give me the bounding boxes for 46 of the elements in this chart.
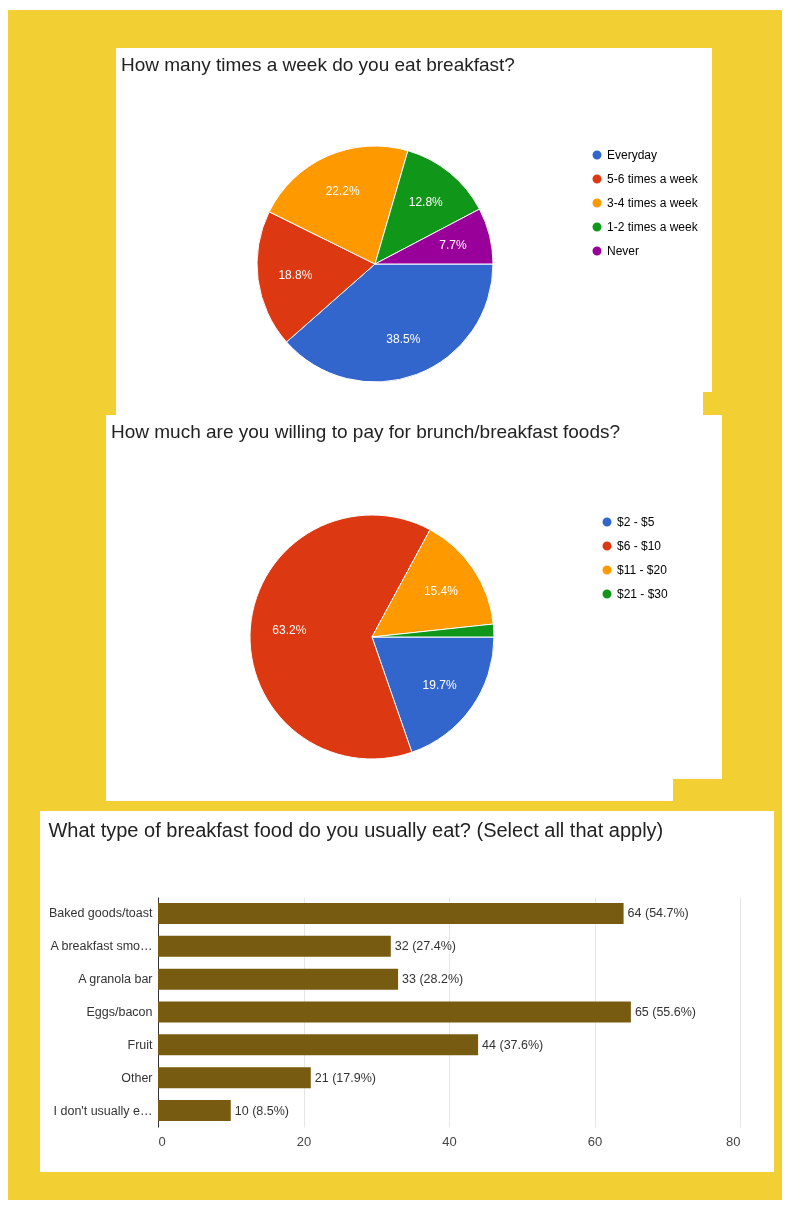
x-tick-label: 20 (296, 1133, 312, 1149)
legend-label: $6 - $10 (617, 539, 662, 553)
data-label: 7.7% (439, 237, 467, 252)
data-label: 18.8% (278, 267, 313, 282)
y-tick-label: Other (121, 1070, 153, 1085)
chart-title: How many times a week do you eat breakfast? (121, 54, 515, 75)
data-label: 65 (55.6%) (634, 1005, 697, 1019)
y-tick-label: Eggs/bacon (86, 1005, 153, 1019)
legend-label: $2 - $5 (617, 515, 655, 529)
chart-title: What type of breakfast food do you usually eat? (Select all that apply) (48, 819, 664, 841)
data-label: 38.5% (386, 332, 421, 347)
legend-label: 1-2 times a week (607, 220, 699, 234)
data-label: 15.4% (423, 583, 459, 598)
legend-label: $11 - $20 (617, 563, 668, 577)
x-tick-label: 60 (587, 1133, 603, 1149)
legend-label: Everyday (607, 148, 658, 162)
legend-label: 3-4 times a week (607, 196, 699, 210)
y-tick-label: Baked goods/toast (48, 906, 154, 921)
data-label: 21 (17.9%) (314, 1070, 376, 1085)
y-tick-label: A granola bar (78, 972, 153, 987)
y-tick-label: Fruit (127, 1037, 154, 1052)
y-tick-label: I don't usually e… (53, 1103, 153, 1118)
bar (158, 1001, 631, 1023)
data-label: 10 (8.5%) (234, 1103, 289, 1118)
data-label: 19.7% (422, 678, 457, 693)
legend-label: 5-6 times a week (607, 172, 699, 186)
data-label: 64 (54.7%) (627, 906, 689, 921)
bar (158, 1100, 231, 1122)
chart-title: How much are you willing to pay for brunch/breakfast foods? (111, 421, 621, 442)
x-tick-label: 40 (442, 1133, 457, 1149)
data-label: 22.2% (325, 183, 361, 198)
legend-label: Never (607, 244, 640, 258)
data-label: 44 (37.6%) (482, 1037, 544, 1052)
x-tick-label: 80 (726, 1133, 741, 1149)
x-tick-label: 0 (158, 1133, 166, 1149)
bar (158, 902, 624, 924)
bar (158, 968, 399, 990)
bar (158, 1034, 479, 1056)
y-tick-label: A breakfast smo… (50, 939, 153, 954)
data-label: 33 (28.2%) (402, 972, 464, 987)
data-label: 32 (27.4%) (394, 939, 456, 954)
bar (158, 935, 391, 957)
legend-label: $21 - $30 (617, 587, 669, 601)
bar (158, 1067, 311, 1089)
data-label: 63.2% (272, 623, 307, 638)
data-label: 12.8% (408, 194, 444, 209)
